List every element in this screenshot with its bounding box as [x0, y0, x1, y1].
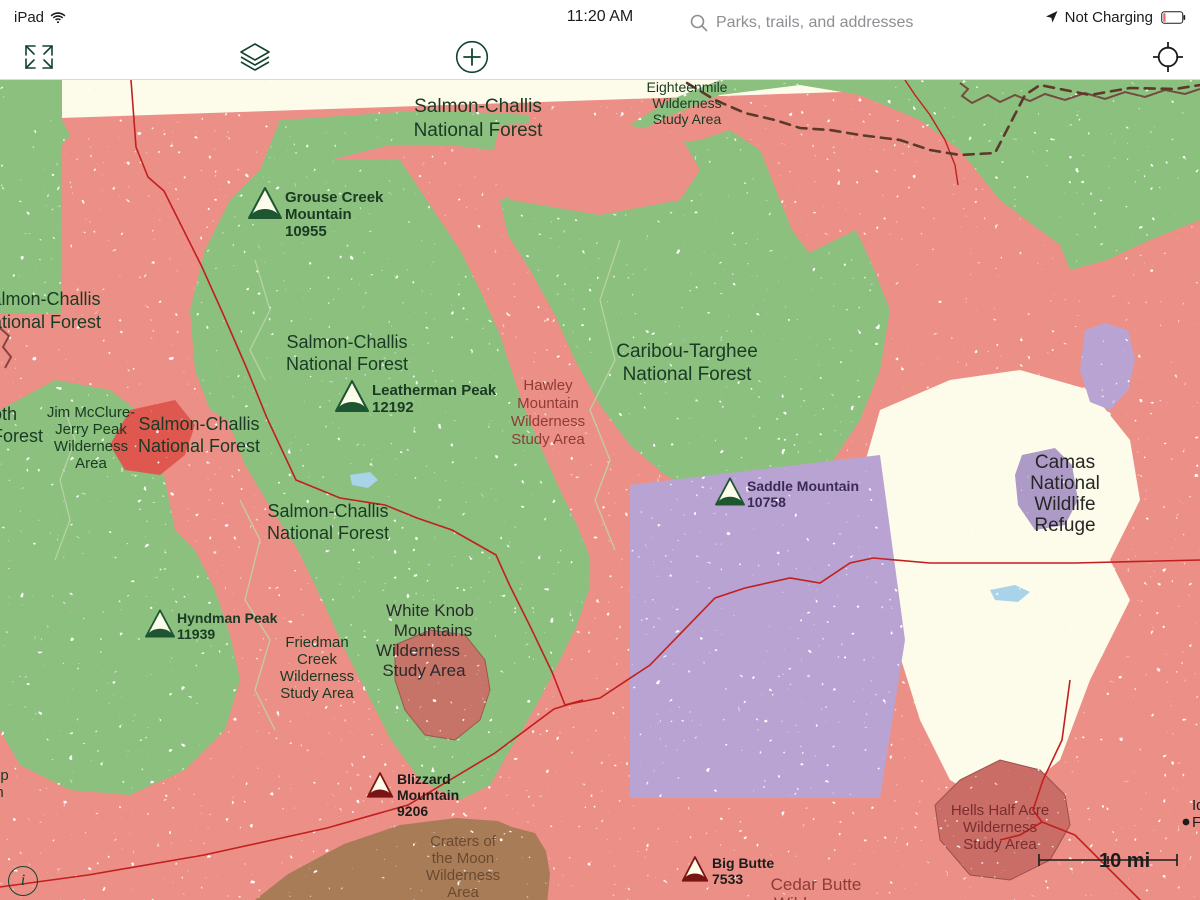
svg-text:Study Area: Study Area [382, 661, 466, 680]
svg-text:Salmon-Challis: Salmon-Challis [267, 501, 388, 521]
svg-text:10955: 10955 [285, 223, 327, 240]
svg-text:Idaho: Idaho [1192, 797, 1200, 814]
svg-text:Wilderness: Wilderness [54, 438, 128, 455]
svg-text:Hyndman Peak: Hyndman Peak [177, 610, 278, 626]
svg-text:Area: Area [447, 884, 479, 900]
svg-text:Study Area: Study Area [653, 111, 722, 127]
svg-text:Wildlife: Wildlife [1034, 494, 1095, 515]
svg-text:11939: 11939 [177, 626, 215, 642]
svg-text:Wilderness: Wilderness [376, 641, 460, 660]
svg-text:National Forest: National Forest [623, 364, 753, 385]
svg-text:White Knob: White Knob [386, 601, 474, 620]
svg-text:Area: Area [75, 455, 107, 472]
svg-text:Mountain: Mountain [397, 787, 459, 803]
svg-text:Cedar Butte: Cedar Butte [771, 875, 862, 894]
svg-text:10758: 10758 [747, 494, 786, 510]
svg-text:7533: 7533 [712, 871, 743, 887]
svg-text:Study Area: Study Area [963, 836, 1037, 853]
svg-text:Jerry Peak: Jerry Peak [55, 421, 127, 438]
svg-text:the Moon: the Moon [432, 850, 495, 867]
svg-text:Salmon-Challis: Salmon-Challis [0, 289, 101, 309]
svg-text:Grouse Creek: Grouse Creek [285, 189, 384, 206]
svg-text:Salmon-Challis: Salmon-Challis [286, 332, 407, 352]
svg-text:National Forest: National Forest [0, 312, 101, 332]
svg-text:9206: 9206 [397, 803, 428, 819]
svg-text:Jim McClure-: Jim McClure- [47, 404, 135, 421]
svg-text:Hells Half Acre: Hells Half Acre [951, 802, 1049, 819]
svg-text:Salmon-Challis: Salmon-Challis [138, 414, 259, 434]
svg-text:Hawley: Hawley [523, 377, 573, 394]
svg-text:Refuge: Refuge [1034, 515, 1095, 536]
svg-text:Saddle Mountain: Saddle Mountain [747, 478, 859, 494]
svg-text:Big Butte: Big Butte [712, 855, 774, 871]
svg-text:Caribou-Targhee: Caribou-Targhee [616, 341, 758, 362]
svg-text:Camas: Camas [1035, 452, 1095, 473]
svg-text:National Forest: National Forest [286, 354, 408, 374]
svg-text:12192: 12192 [372, 399, 414, 416]
svg-text:in: in [0, 784, 4, 801]
svg-text:Mountain: Mountain [517, 395, 579, 412]
svg-text:Mountain: Mountain [285, 206, 352, 223]
svg-text:Wilderness: Wilderness [963, 819, 1037, 836]
svg-text:Eighteenmile: Eighteenmile [647, 80, 728, 95]
svg-text:Study Area: Study Area [511, 431, 585, 448]
svg-text:Leatherman Peak: Leatherman Peak [372, 382, 497, 399]
svg-text:Study Area: Study Area [280, 685, 354, 702]
svg-text:Creek: Creek [297, 651, 338, 668]
svg-text:Wilderness: Wilderness [511, 413, 585, 430]
svg-text:Wilderness: Wilderness [774, 894, 858, 900]
svg-text:Wilderness: Wilderness [652, 95, 721, 111]
svg-text:National Forest: National Forest [138, 436, 260, 456]
svg-text:Falls: Falls [1192, 814, 1200, 831]
svg-text:National Forest: National Forest [267, 523, 389, 543]
svg-text:National Forest: National Forest [414, 120, 544, 141]
svg-text:Blizzard: Blizzard [397, 771, 451, 787]
svg-text:Wilderness: Wilderness [280, 668, 354, 685]
svg-text:Forest: Forest [0, 426, 43, 446]
svg-text:up: up [0, 767, 9, 784]
svg-text:Wilderness: Wilderness [426, 867, 500, 884]
svg-text:oth: oth [0, 404, 17, 424]
svg-text:Craters of: Craters of [430, 833, 497, 850]
svg-text:Friedman: Friedman [285, 634, 348, 651]
svg-text:Salmon-Challis: Salmon-Challis [414, 96, 542, 117]
svg-text:Mountains: Mountains [394, 621, 472, 640]
svg-text:National: National [1030, 473, 1100, 494]
